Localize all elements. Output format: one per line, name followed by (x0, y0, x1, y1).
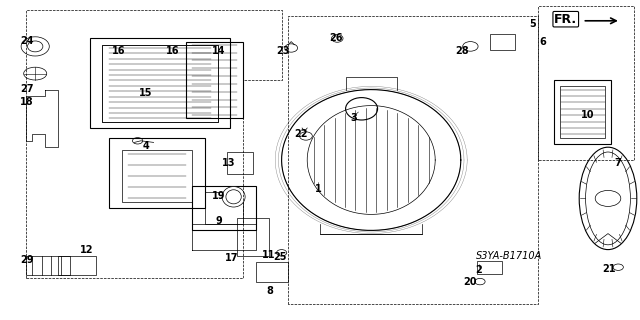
Text: 15: 15 (139, 88, 153, 98)
Text: 29: 29 (20, 255, 34, 265)
Bar (237, 218, 269, 256)
Bar (102, 45, 218, 122)
Text: 18: 18 (20, 97, 34, 107)
Bar (186, 42, 243, 118)
Text: 12: 12 (79, 245, 93, 255)
Bar (26, 256, 70, 275)
Text: 17: 17 (225, 252, 239, 263)
Ellipse shape (346, 98, 378, 120)
Text: 9: 9 (216, 216, 222, 226)
Ellipse shape (24, 67, 47, 80)
Text: 2: 2 (476, 265, 482, 275)
Text: 21: 21 (602, 264, 616, 275)
Text: 20: 20 (463, 276, 477, 287)
Text: 26: 26 (329, 33, 343, 43)
Bar (90, 38, 230, 128)
Bar (477, 261, 502, 274)
Bar (554, 80, 611, 144)
Bar (109, 138, 205, 208)
Text: FR.: FR. (554, 13, 577, 26)
Ellipse shape (21, 37, 49, 56)
Text: 19: 19 (212, 191, 226, 201)
Text: 25: 25 (273, 252, 287, 262)
Text: 28: 28 (455, 45, 469, 56)
Bar (560, 86, 605, 138)
Text: 16: 16 (166, 45, 180, 56)
Text: 24: 24 (20, 36, 34, 46)
Bar (102, 45, 218, 122)
Text: 16: 16 (111, 45, 125, 56)
Text: S3YA-B1710A: S3YA-B1710A (476, 251, 542, 261)
Text: 22: 22 (294, 129, 308, 139)
Text: 6: 6 (540, 37, 546, 47)
Bar (58, 256, 96, 275)
Text: 4: 4 (143, 140, 149, 151)
Text: 1: 1 (315, 184, 321, 195)
Text: 14: 14 (212, 45, 226, 56)
Bar (227, 152, 253, 174)
Ellipse shape (595, 190, 621, 206)
Bar (122, 150, 192, 202)
Text: 11: 11 (262, 250, 276, 260)
Ellipse shape (222, 187, 245, 207)
Bar (192, 186, 256, 230)
Text: 3: 3 (351, 113, 357, 124)
Text: 5: 5 (529, 19, 536, 29)
Bar (205, 192, 243, 224)
Text: 27: 27 (20, 84, 34, 94)
Text: 23: 23 (276, 45, 290, 56)
Text: 8: 8 (267, 285, 273, 296)
Text: 7: 7 (614, 158, 621, 168)
Text: 13: 13 (222, 157, 236, 168)
Bar (256, 262, 288, 282)
Text: 10: 10 (580, 110, 595, 120)
Bar (490, 34, 515, 50)
